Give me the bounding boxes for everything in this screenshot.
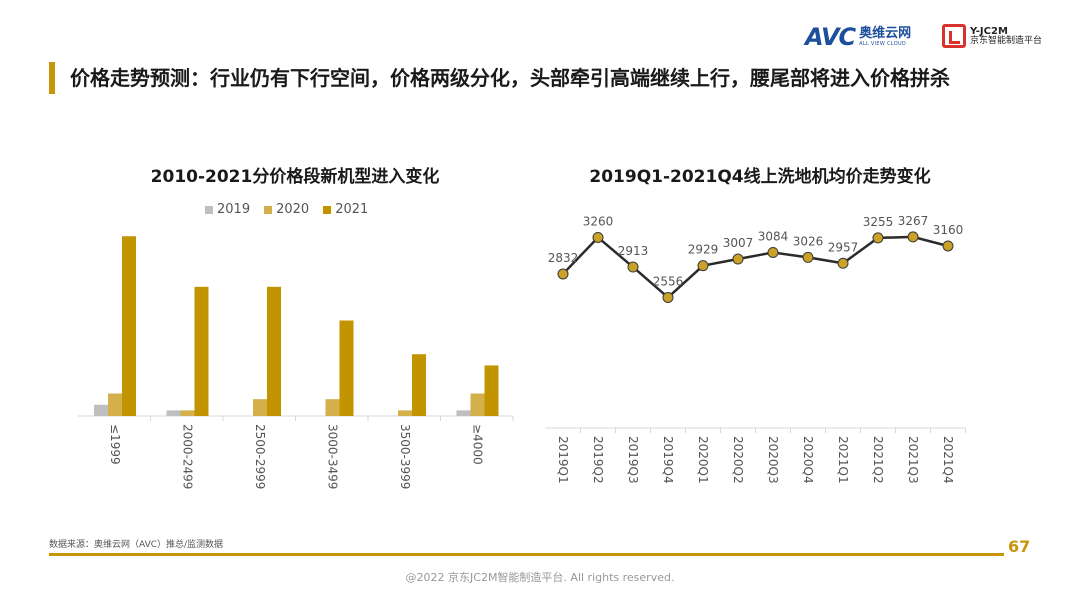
legend-item-2021: 2021	[323, 202, 368, 217]
bar-chart-title: 2010-2021分价格段新机型进入变化	[150, 167, 440, 187]
line-chart-category-label: 2019Q2	[591, 436, 605, 484]
bar-2019-1	[166, 410, 181, 416]
line-chart-category-label: 2020Q4	[801, 436, 815, 484]
copyright-notice: @2022 京东JC2M智能制造平台. All rights reserved.	[405, 571, 675, 584]
line-data-label-8: 2957	[828, 240, 859, 254]
legend-label-2019: 2019	[217, 202, 251, 217]
line-chart-category-label: 2020Q2	[731, 436, 745, 484]
line-point-8	[837, 257, 849, 269]
bar-chart-category-label: ≥4000	[471, 424, 485, 465]
bar-2020-0	[108, 393, 122, 416]
line-data-label-6: 3084	[758, 229, 789, 243]
line-chart-category-label: 2021Q2	[871, 436, 885, 484]
line-data-label-10: 3267	[898, 214, 929, 228]
bar-2020-1	[180, 410, 195, 416]
line-point-3	[662, 291, 674, 303]
bar-chart-category-label: 3500-3999	[398, 424, 412, 489]
headline-accent-bar	[49, 62, 55, 94]
line-point-9	[872, 232, 884, 244]
bar-2019-0	[94, 404, 108, 416]
line-chart-category-label: 2021Q4	[941, 436, 955, 484]
line-point-4	[697, 260, 709, 272]
legend-label-2021: 2021	[335, 202, 369, 217]
line-point-7	[802, 251, 814, 263]
page-number: 67	[1008, 537, 1031, 556]
bar-chart-category-label: 2000-2499	[181, 424, 195, 489]
data-source-note: 数据来源：奥维云网（AVC）推总/监测数据	[49, 540, 224, 550]
bar-2021-3	[339, 320, 354, 416]
line-point-10	[907, 231, 919, 243]
line-chart-category-label: 2020Q3	[766, 436, 780, 484]
legend-swatch-2019	[205, 205, 213, 214]
line-point-0	[557, 268, 569, 280]
jd-logo-cn-name: 京东智能制造平台	[970, 35, 1043, 46]
bar-chart-category-label: 2500-2999	[253, 424, 267, 489]
bar-chart-category-label: ≤1999	[108, 424, 122, 465]
jd-logo-code: Y-JC2M	[970, 25, 1008, 37]
legend-swatch-2021	[323, 205, 332, 214]
bar-2020-4	[398, 410, 412, 416]
legend-swatch-2020	[264, 205, 273, 214]
line-chart-category-label: 2019Q1	[556, 436, 570, 484]
line-point-11	[942, 240, 954, 252]
page-headline: 价格走势预测：行业仍有下行空间，价格两级分化，头部牵引高端继续上行，腰尾部将进入…	[70, 66, 950, 90]
bar-2021-2	[267, 286, 281, 416]
line-data-label-3: 2556	[653, 274, 684, 288]
line-data-label-2: 2913	[618, 244, 649, 258]
line-chart-category-label: 2020Q1	[696, 436, 710, 484]
line-point-5	[732, 253, 744, 265]
line-chart-title: 2019Q1-2021Q4线上洗地机均价走势变化	[589, 167, 931, 187]
line-point-6	[767, 246, 779, 258]
line-data-label-1: 3260	[583, 214, 614, 228]
line-data-label-9: 3255	[863, 215, 894, 229]
bar-2019-5	[456, 410, 471, 416]
bar-chart-category-label: 3000-3499	[326, 424, 340, 489]
line-point-1	[592, 231, 604, 243]
avc-logo-brand: AVC	[805, 23, 856, 51]
jd-c2m-logo-icon	[942, 24, 966, 48]
line-data-label-4: 2929	[688, 243, 719, 257]
legend-item-2019: 2019	[205, 202, 250, 217]
avc-logo-en-name: ALL VIEW CLOUD	[859, 41, 907, 47]
line-data-label-11: 3160	[933, 223, 964, 237]
bar-2020-3	[325, 399, 340, 416]
line-data-label-0: 2832	[548, 251, 579, 265]
avc-logo: AVC 奥维云网 ALL VIEW CLOUD	[805, 23, 912, 51]
bar-2021-5	[484, 365, 499, 416]
line-point-2	[627, 261, 639, 273]
line-data-label-7: 3026	[793, 234, 824, 248]
bar-2021-1	[194, 286, 209, 416]
line-chart-category-label: 2021Q1	[836, 436, 850, 484]
bar-2021-0	[122, 236, 136, 416]
bar-2021-4	[412, 354, 426, 416]
legend-item-2020: 2020	[264, 202, 309, 217]
avc-logo-cn-name: 奥维云网	[859, 26, 912, 41]
footer-divider	[49, 553, 1004, 556]
bar-chart-legend: 2019 2020 2021	[205, 202, 368, 217]
legend-label-2020: 2020	[276, 202, 310, 217]
bar-2020-2	[253, 399, 267, 416]
jd-c2m-logo: Y-JC2M 京东智能制造平台	[942, 24, 1042, 48]
line-chart-category-label: 2021Q3	[906, 436, 920, 484]
line-series-path	[562, 235, 949, 300]
line-chart-category-label: 2019Q3	[626, 436, 640, 484]
line-chart-category-label: 2019Q4	[661, 436, 675, 484]
bar-2020-5	[470, 393, 485, 416]
line-data-label-5: 3007	[723, 236, 754, 250]
